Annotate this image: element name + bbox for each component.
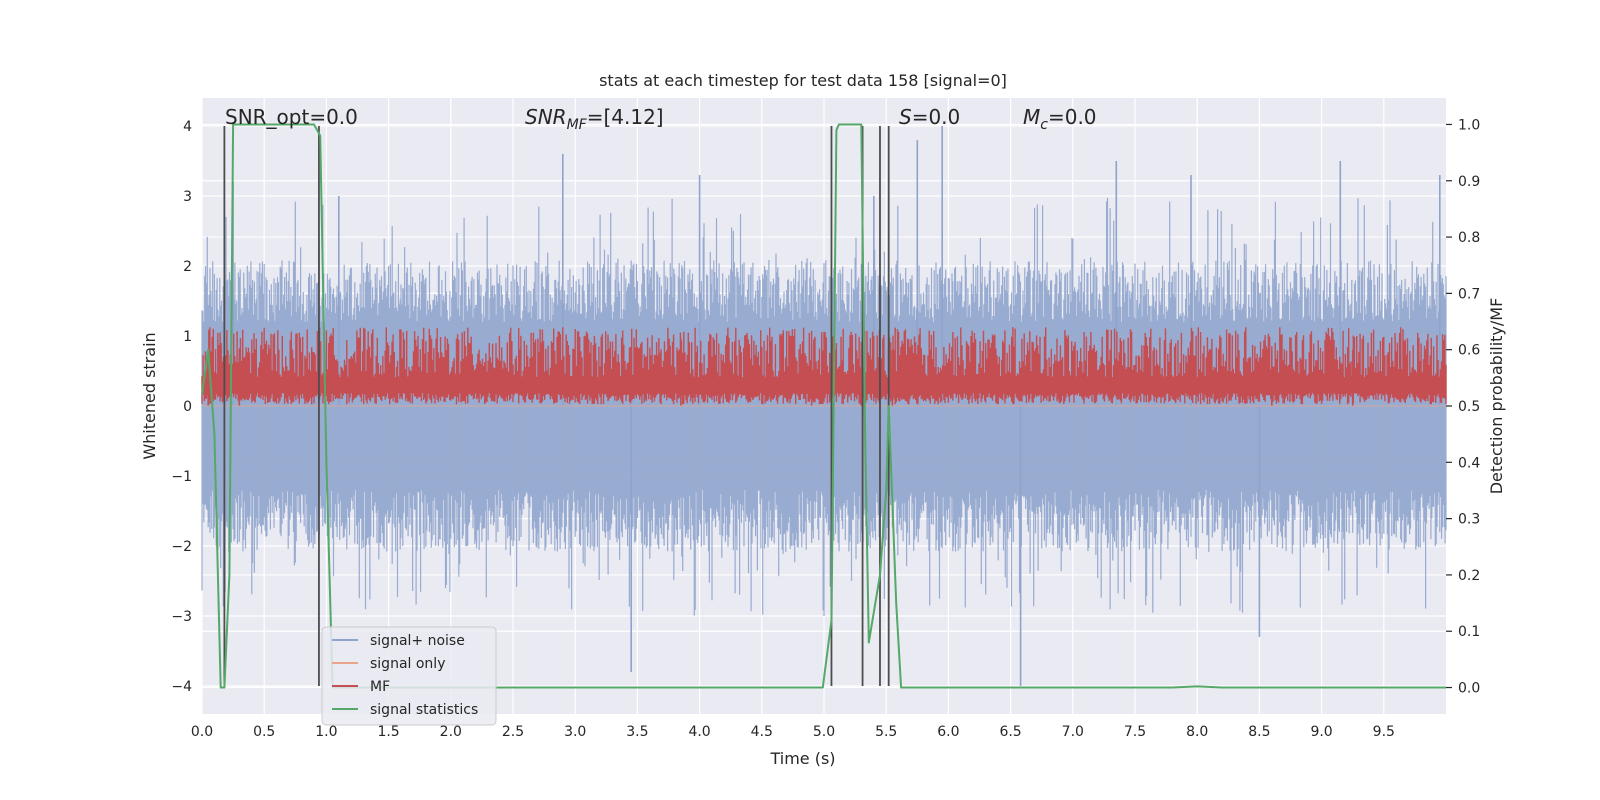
- annotation-snr-opt: SNR_opt=0.0: [225, 105, 358, 129]
- x-tick-label: 8.5: [1248, 724, 1270, 740]
- legend-label-signal-only: signal only: [370, 656, 445, 672]
- x-tick-label: 4.0: [688, 724, 710, 740]
- x-tick-label: 3.5: [626, 724, 648, 740]
- x-tick-label: 7.0: [1062, 724, 1084, 740]
- x-tick-label: 0.0: [191, 724, 213, 740]
- y2-tick-label: 0.4: [1458, 455, 1480, 471]
- y2-tick-label: 0.1: [1458, 624, 1480, 640]
- y-tick-label: 3: [183, 189, 192, 205]
- x-tick-label: 1.0: [315, 724, 337, 740]
- x-tick-label: 5.0: [813, 724, 835, 740]
- y-tick-label: −2: [171, 539, 192, 555]
- x-tick-label: 2.0: [440, 724, 462, 740]
- x-axis-label: Time (s): [769, 749, 835, 768]
- legend-label-mf: MF: [370, 679, 390, 695]
- y-tick-label: 0: [183, 399, 192, 415]
- y2-tick-label: 0.7: [1458, 286, 1480, 302]
- legend-label-signal-noise: signal+ noise: [370, 633, 465, 649]
- chart-title: stats at each timestep for test data 158…: [599, 71, 1007, 90]
- y-tick-label: −1: [171, 469, 192, 485]
- annotation-mc: Mc=0.0: [1023, 105, 1097, 133]
- y-tick-label: 1: [183, 329, 192, 345]
- x-tick-label: 4.5: [751, 724, 773, 740]
- legend: signal+ noise signal only MF signal stat…: [321, 626, 497, 726]
- signal-noise-peaks: [232, 126, 1441, 686]
- y2-tick-label: 0.6: [1458, 343, 1480, 359]
- annotation-s: S=0.0: [899, 105, 960, 129]
- y2-tick-label: 0.8: [1458, 230, 1480, 246]
- x-tick-label: 2.5: [502, 724, 524, 740]
- x-tick-label: 3.0: [564, 724, 586, 740]
- mf-peaks: [207, 338, 1354, 406]
- x-tick-label: 0.5: [253, 724, 275, 740]
- x-tick-label: 5.5: [875, 724, 897, 740]
- x-tick-label: 9.0: [1310, 724, 1332, 740]
- signal-statistics-series: [201, 123, 1446, 689]
- y-axis-label: Whitened strain: [140, 332, 159, 459]
- y-tick-label: −4: [171, 679, 192, 695]
- y2-tick-label: 0.9: [1458, 174, 1480, 190]
- signal-statistics-line: [201, 123, 1446, 689]
- y2-tick-label: 0.2: [1458, 568, 1480, 584]
- y2-tick-label: 0.0: [1458, 681, 1480, 697]
- tick-labels: 0.0 0.5 1.0 1.5 2.0 2.5 3.0 3.5 4.0 4.5 5.0 5.5 6.0 6…: [171, 117, 1480, 740]
- legend-label-signal-statistics: signal statistics: [370, 702, 478, 718]
- legend-box: [321, 626, 497, 726]
- y2-tick-label: 0.5: [1458, 399, 1480, 415]
- y2-axis-label: Detection probability/MF: [1487, 298, 1506, 495]
- y2-tick-label: 1.0: [1458, 117, 1480, 133]
- x-tick-label: 9.5: [1373, 724, 1395, 740]
- x-tick-label: 6.0: [937, 724, 959, 740]
- x-tick-label: 1.5: [377, 724, 399, 740]
- x-tick-label: 8.0: [1186, 724, 1208, 740]
- y-tick-label: 2: [183, 259, 192, 275]
- x-tick-label: 7.5: [1124, 724, 1146, 740]
- y2-tick-label: 0.3: [1458, 512, 1480, 528]
- x-tick-label: 6.5: [999, 724, 1021, 740]
- y-tick-label: 4: [183, 119, 192, 135]
- annotation-snr-mf: SNRMF=[4.12]: [525, 105, 664, 133]
- y-tick-label: −3: [171, 609, 192, 625]
